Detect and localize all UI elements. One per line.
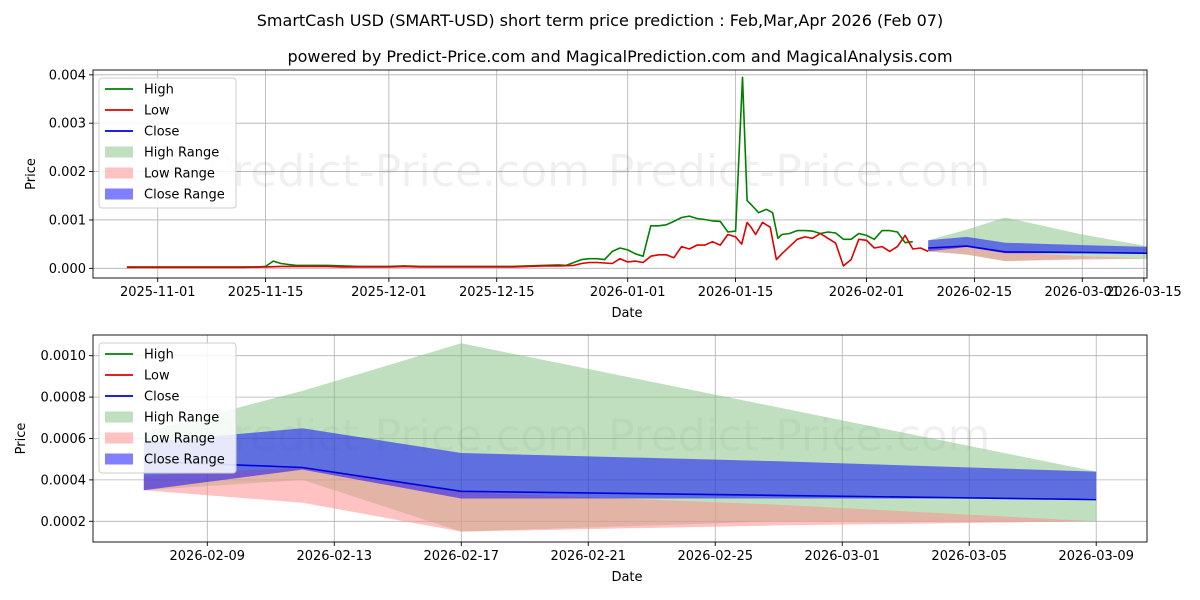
legend-label-low: Low <box>144 104 170 119</box>
close-range-legend-swatch <box>105 453 133 465</box>
x-axis-label: Date <box>611 570 642 585</box>
x-tick-label: 2026-03-15 <box>1106 285 1182 300</box>
y-tick-label: 0.0004 <box>41 473 87 488</box>
forecast-panel: Predict-Price.comPredict-Price.com2026-0… <box>14 334 1148 585</box>
x-tick-label: 2026-03-01 <box>1044 285 1120 300</box>
history-legend: High Low Close High Range Low Range Close Ran… <box>98 77 237 209</box>
y-tick-label: 0.0002 <box>41 515 87 530</box>
legend-label-high: High <box>144 348 174 363</box>
legend-box <box>98 342 237 474</box>
low-series-line <box>126 221 929 269</box>
high-range-legend-swatch <box>105 146 133 158</box>
x-tick-label: 2026-03-05 <box>931 549 1007 564</box>
legend-label-high: High <box>144 83 174 98</box>
x-tick-label: 2026-01-15 <box>698 285 774 300</box>
x-tick-label: 2026-02-13 <box>296 549 372 564</box>
legend-label-close: Close <box>144 125 179 140</box>
y-tick-label: 0.004 <box>49 68 86 83</box>
legend-box <box>98 77 237 209</box>
watermark: Predict-Price.com <box>608 146 991 197</box>
close-range-legend-swatch <box>105 188 133 200</box>
x-tick-label: 2026-02-21 <box>550 549 626 564</box>
x-tick-label: 2026-01-01 <box>590 285 666 300</box>
legend-label-high-range: High Range <box>144 411 219 426</box>
chart-title: SmartCash USD (SMART-USD) short term pri… <box>257 11 943 30</box>
low-range-legend-swatch <box>105 167 133 179</box>
low-range-band <box>928 246 1147 262</box>
x-tick-label: 2026-02-25 <box>677 549 753 564</box>
history-panel: Predict-Price.com Predict-Price.com 2025-1… <box>24 68 1182 321</box>
forecast-legend: High Low Close High Range Low Range Close Ran… <box>98 342 237 474</box>
x-tick-label: 2026-02-17 <box>423 549 499 564</box>
low-range-legend-swatch <box>105 432 133 444</box>
close-series-line <box>928 245 1147 255</box>
y-axis-label: Price <box>14 423 29 455</box>
close-series-line <box>143 460 1097 501</box>
y-tick-label: 0.0008 <box>41 391 87 406</box>
legend-label-high-range: High Range <box>144 146 219 161</box>
legend-label-close: Close <box>144 390 179 405</box>
x-tick-label: 2025-11-01 <box>120 285 196 300</box>
x-tick-label: 2025-12-01 <box>351 285 427 300</box>
forecast-plot-area <box>143 343 1097 532</box>
history-plot-area <box>126 76 1147 269</box>
y-tick-label: 0.0006 <box>41 432 87 447</box>
watermark: Predict-Price.com <box>207 146 590 197</box>
y-axis-label: Price <box>24 158 39 190</box>
legend-label-close-range: Close Range <box>144 188 225 203</box>
legend-label-low-range: Low Range <box>144 432 215 447</box>
x-tick-label: 2026-03-09 <box>1058 549 1134 564</box>
x-tick-label: 2026-02-01 <box>829 285 905 300</box>
chart-subtitle: powered by Predict-Price.com and Magical… <box>287 47 952 66</box>
high-range-legend-swatch <box>105 411 133 423</box>
y-tick-label: 0.003 <box>49 117 86 132</box>
y-tick-label: 0.0010 <box>41 349 87 364</box>
history-axes-frame <box>92 69 1148 279</box>
legend-label-low-range: Low Range <box>144 167 215 182</box>
y-tick-label: 0.000 <box>49 262 86 277</box>
x-axis-label: Date <box>611 306 642 321</box>
x-tick-label: 2026-03-01 <box>804 549 880 564</box>
history-grid <box>93 70 1147 278</box>
legend-label-low: Low <box>144 369 170 384</box>
x-tick-label: 2026-02-15 <box>937 285 1013 300</box>
high-series-line <box>126 76 913 268</box>
x-tick-label: 2025-11-15 <box>228 285 304 300</box>
y-tick-label: 0.001 <box>49 213 86 228</box>
x-tick-label: 2025-12-15 <box>459 285 535 300</box>
y-tick-label: 0.002 <box>49 165 86 180</box>
legend-label-close-range: Close Range <box>144 453 225 468</box>
close-range-band <box>143 428 1097 499</box>
x-tick-label: 2026-02-09 <box>170 549 246 564</box>
